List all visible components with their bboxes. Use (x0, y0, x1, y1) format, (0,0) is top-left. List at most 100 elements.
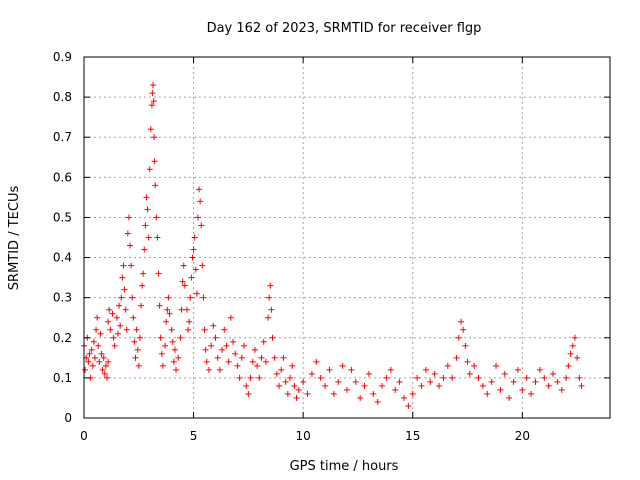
data-point (348, 366, 355, 373)
data-point (269, 334, 276, 341)
data-point (99, 366, 106, 373)
data-point (262, 358, 269, 365)
data-point (304, 390, 311, 397)
data-point (208, 342, 215, 349)
data-point (93, 326, 100, 333)
data-point (308, 370, 315, 377)
data-point (236, 374, 243, 381)
data-point (506, 394, 513, 401)
data-point (144, 206, 151, 213)
data-point (427, 378, 434, 385)
data-point (514, 366, 521, 373)
data-point (122, 306, 129, 313)
data-point (186, 318, 193, 325)
data-point (100, 354, 107, 361)
data-point (449, 374, 456, 381)
data-point (94, 314, 101, 321)
data-point (139, 282, 146, 289)
data-point (322, 382, 329, 389)
data-point (101, 370, 108, 377)
data-point (497, 386, 504, 393)
data-point (300, 378, 307, 385)
data-point (200, 294, 207, 301)
data-point (114, 330, 121, 337)
data-point (479, 382, 486, 389)
y-tick-label: 0.7 (53, 130, 72, 144)
data-point (89, 362, 96, 369)
data-point (90, 338, 97, 345)
data-point (576, 374, 583, 381)
y-axis-label: SRMTID / TECUs (7, 186, 22, 291)
data-point (464, 358, 471, 365)
data-point (266, 294, 273, 301)
y-tick-label: 0.6 (53, 170, 72, 184)
data-point (198, 222, 205, 229)
data-point (563, 374, 570, 381)
data-point (216, 366, 223, 373)
data-point (106, 306, 113, 313)
data-point (418, 382, 425, 389)
data-point (128, 262, 135, 269)
y-tick-label: 0.3 (53, 291, 72, 305)
data-point (166, 310, 173, 317)
data-point (146, 166, 153, 173)
data-point (177, 334, 184, 341)
x-tick-label: 10 (296, 429, 311, 443)
data-point (102, 362, 109, 369)
data-point (225, 358, 232, 365)
data-point (265, 314, 272, 321)
y-tick-label: 0.4 (53, 251, 72, 265)
data-point (214, 354, 221, 361)
y-tick-label: 0.9 (53, 50, 72, 64)
data-point (313, 358, 320, 365)
data-point (268, 306, 275, 313)
data-point (168, 326, 175, 333)
data-point (414, 374, 421, 381)
data-point (129, 294, 136, 301)
data-point (192, 266, 199, 273)
data-point (361, 382, 368, 389)
data-point (199, 262, 206, 269)
data-point (145, 234, 152, 241)
x-tick-label: 15 (405, 429, 420, 443)
data-point (165, 294, 172, 301)
data-point (143, 194, 150, 201)
data-point (249, 358, 256, 365)
data-point (357, 394, 364, 401)
data-point (554, 378, 561, 385)
data-point (278, 366, 285, 373)
data-point (574, 354, 581, 361)
data-point (123, 326, 130, 333)
data-point (523, 374, 530, 381)
data-point (120, 262, 127, 269)
data-point (135, 362, 142, 369)
data-point (205, 366, 212, 373)
data-point (121, 286, 128, 293)
data-point (91, 354, 98, 361)
data-point (173, 366, 180, 373)
data-point (180, 262, 187, 269)
data-point (111, 342, 118, 349)
data-point (493, 362, 500, 369)
data-point (284, 390, 291, 397)
data-point (365, 370, 372, 377)
data-point (156, 302, 163, 309)
data-point (178, 306, 185, 313)
data-point (240, 342, 247, 349)
data-point (219, 346, 226, 353)
data-point (134, 346, 141, 353)
data-point (569, 342, 576, 349)
data-point (131, 338, 138, 345)
data-point (422, 366, 429, 373)
chart-title: Day 162 of 2023, SRMTID for receiver flg… (207, 21, 482, 36)
data-point (541, 374, 548, 381)
data-point (164, 306, 171, 313)
data-point (86, 350, 93, 357)
data-point (230, 338, 237, 345)
data-point (383, 374, 390, 381)
data-point (96, 358, 103, 365)
data-point (565, 362, 572, 369)
data-point (95, 342, 102, 349)
data-point (124, 230, 131, 237)
data-point (141, 246, 148, 253)
